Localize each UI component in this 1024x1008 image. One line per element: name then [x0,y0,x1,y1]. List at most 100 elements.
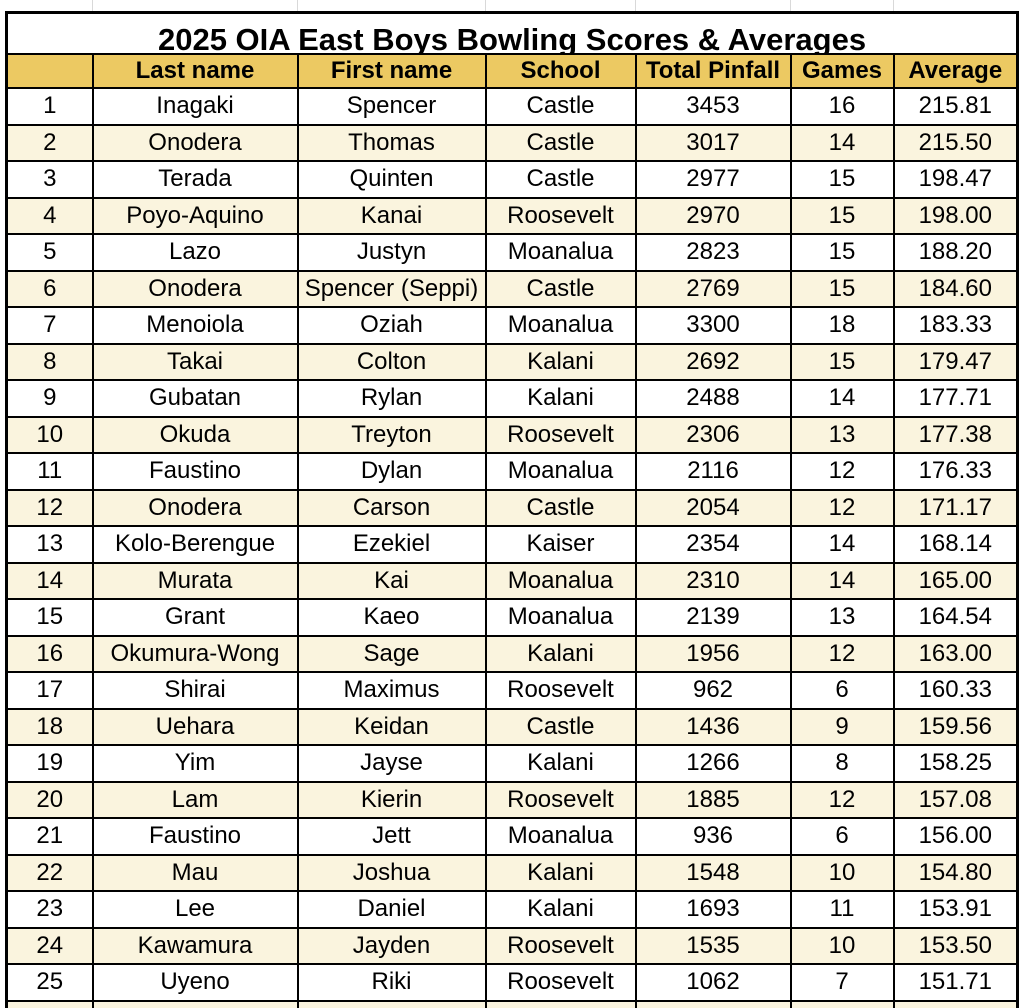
cell: Moanalua [484,817,637,856]
cell: 198.47 [892,160,1019,199]
cell: 163.00 [892,634,1019,673]
cell: 15 [789,269,895,308]
cell: 10 [5,415,94,454]
cell: Castle [484,87,637,126]
cell: Kawamura [91,926,299,965]
cell: Rylan [296,379,487,418]
cell: 179.47 [892,342,1019,381]
cell: 154.80 [892,853,1019,892]
cell: 159.56 [892,707,1019,746]
cell: 12 [789,452,895,491]
cell: 15 [789,160,895,199]
cell: Thomas [296,123,487,162]
table-row: 16 Okumura-Wong Sage Kalani 1956 12 163.00 [5,634,1019,673]
cell: 177.71 [892,379,1019,418]
cell: 160.33 [892,671,1019,710]
cell: 3 [5,160,94,199]
cell: 184.60 [892,269,1019,308]
cell: 15 [5,598,94,637]
cell: 10 [789,853,895,892]
cell: Lee [91,890,299,929]
cell: Gubatan [91,379,299,418]
table-row: 25 Uyeno Riki Roosevelt 1062 7 151.71 [5,963,1019,1002]
cell: Roosevelt [484,963,637,1002]
cell: 1062 [634,963,792,1002]
cell [91,999,299,1008]
cell: 962 [634,671,792,710]
cell: Lam [91,780,299,819]
cell: Kierin [296,780,487,819]
cell: 2306 [634,415,792,454]
cell: Oziah [296,306,487,345]
cell: Moanalua [484,561,637,600]
table-row: 21 Faustino Jett Moanalua 936 6 156.00 [5,817,1019,856]
table-body: 1 Inagaki Spencer Castle 3453 16 215.81 2 Onoder… [5,87,1019,1008]
cell: 6 [5,269,94,308]
cell: 9 [5,379,94,418]
cell: Roosevelt [484,926,637,965]
table-row-partial [5,999,1019,1008]
cell: 1266 [634,744,792,783]
table-row: 13 Kolo-Berengue Ezekiel Kaiser 2354 14 168.14 [5,525,1019,564]
sheet-gridline [635,0,636,11]
cell: Okuda [91,415,299,454]
cell: 1885 [634,780,792,819]
cell: 13 [789,415,895,454]
cell: Kalani [484,342,637,381]
sheet-gridline [92,0,93,11]
cell: Carson [296,488,487,527]
cell: Daniel [296,890,487,929]
cell: 20 [5,780,94,819]
cell: 168.14 [892,525,1019,564]
table-row: 4 Poyo-Aquino Kanai Roosevelt 2970 15 198.00 [5,196,1019,235]
table-row: 12 Onodera Carson Castle 2054 12 171.17 [5,488,1019,527]
sheet-gridline [485,0,486,11]
cell: Ezekiel [296,525,487,564]
cell: 13 [5,525,94,564]
cell: Uehara [91,707,299,746]
cell: 3017 [634,123,792,162]
cell: Yim [91,744,299,783]
cell: 11 [5,452,94,491]
cell: Maximus [296,671,487,710]
cell: Kolo-Berengue [91,525,299,564]
column-header-school: School [484,53,637,89]
cell: Lazo [91,233,299,272]
cell: Moanalua [484,306,637,345]
table-row: 2 Onodera Thomas Castle 3017 14 215.50 [5,123,1019,162]
cell: 15 [789,342,895,381]
cell: Menoiola [91,306,299,345]
cell: 15 [789,233,895,272]
table-row: 10 Okuda Treyton Roosevelt 2306 13 177.38 [5,415,1019,454]
cell: Castle [484,707,637,746]
cell: Kai [296,561,487,600]
cell: Okumura-Wong [91,634,299,673]
cell: 215.81 [892,87,1019,126]
cell: Kalani [484,744,637,783]
cell: Spencer (Seppi) [296,269,487,308]
cell: 8 [5,342,94,381]
cell: 2769 [634,269,792,308]
cell: 164.54 [892,598,1019,637]
table-row: 24 Kawamura Jayden Roosevelt 1535 10 153.50 [5,926,1019,965]
cell: 9 [789,707,895,746]
cell: 2970 [634,196,792,235]
cell: Quinten [296,160,487,199]
cell: Faustino [91,817,299,856]
cell: Jayse [296,744,487,783]
cell: 198.00 [892,196,1019,235]
cell: 215.50 [892,123,1019,162]
cell: 153.50 [892,926,1019,965]
cell: 18 [789,306,895,345]
cell: 14 [5,561,94,600]
cell: 10 [789,926,895,965]
cell: 165.00 [892,561,1019,600]
cell: 14 [789,561,895,600]
cell: Castle [484,488,637,527]
cell: 183.33 [892,306,1019,345]
cell: 19 [5,744,94,783]
table-row: 5 Lazo Justyn Moanalua 2823 15 188.20 [5,233,1019,272]
cell: Treyton [296,415,487,454]
cell: 4 [5,196,94,235]
cell: 2823 [634,233,792,272]
